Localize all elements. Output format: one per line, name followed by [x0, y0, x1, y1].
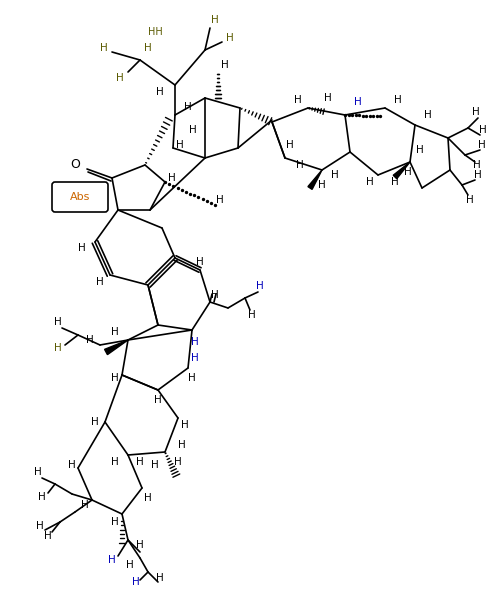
Text: H: H — [296, 160, 303, 170]
Text: H: H — [465, 195, 473, 205]
Text: H: H — [211, 290, 219, 300]
Text: H: H — [111, 457, 119, 467]
Text: O: O — [70, 159, 80, 171]
Text: H: H — [151, 460, 159, 470]
Text: H: H — [111, 327, 119, 337]
Text: HH: HH — [147, 27, 162, 37]
Text: H: H — [111, 373, 119, 383]
Text: H: H — [403, 167, 411, 177]
Text: H: H — [324, 93, 331, 103]
Text: H: H — [54, 317, 62, 327]
Text: H: H — [178, 440, 185, 450]
Text: H: H — [196, 257, 203, 267]
Polygon shape — [392, 162, 409, 178]
Text: H: H — [34, 467, 42, 477]
Text: H: H — [256, 281, 264, 291]
Text: H: H — [91, 417, 99, 427]
Text: H: H — [108, 555, 116, 565]
Text: H: H — [472, 160, 480, 170]
Text: H: H — [181, 420, 188, 430]
Text: H: H — [415, 145, 423, 155]
Text: H: H — [184, 102, 191, 112]
Text: H: H — [318, 180, 325, 190]
Text: H: H — [390, 177, 398, 187]
Text: H: H — [81, 500, 89, 510]
Text: H: H — [156, 87, 163, 97]
Text: H: H — [216, 195, 224, 205]
Text: H: H — [393, 95, 401, 105]
Text: H: H — [176, 140, 183, 150]
Text: H: H — [211, 15, 219, 25]
Text: H: H — [44, 531, 52, 541]
Text: H: H — [330, 170, 338, 180]
Text: H: H — [154, 395, 162, 405]
Text: H: H — [473, 170, 481, 180]
Text: H: H — [221, 60, 228, 70]
Text: H: H — [156, 573, 163, 583]
Text: H: H — [188, 373, 196, 383]
Text: H: H — [144, 493, 152, 503]
Text: H: H — [471, 107, 479, 117]
Text: H: H — [132, 577, 140, 587]
Text: H: H — [191, 337, 199, 347]
Text: H: H — [111, 517, 119, 527]
Text: H: H — [144, 43, 152, 53]
Text: Abs: Abs — [70, 192, 90, 202]
Text: H: H — [353, 97, 361, 107]
Text: H: H — [366, 177, 373, 187]
Text: H: H — [478, 125, 486, 135]
Text: H: H — [191, 353, 199, 363]
Text: H: H — [423, 110, 431, 120]
Text: H: H — [96, 277, 103, 287]
Text: H: H — [168, 173, 176, 183]
Text: H: H — [136, 540, 143, 550]
Text: H: H — [116, 73, 123, 83]
Text: H: H — [174, 457, 182, 467]
Text: H: H — [38, 492, 46, 502]
Polygon shape — [104, 340, 128, 355]
Text: H: H — [477, 140, 485, 150]
Text: H: H — [285, 140, 293, 150]
FancyBboxPatch shape — [52, 182, 108, 212]
Text: H: H — [100, 43, 108, 53]
Text: H: H — [86, 335, 94, 345]
Text: H: H — [136, 457, 143, 467]
Text: H: H — [78, 243, 86, 253]
Text: H: H — [293, 95, 301, 105]
Text: H: H — [68, 460, 76, 470]
Text: H: H — [189, 125, 197, 135]
Text: H: H — [36, 521, 44, 531]
Text: H: H — [126, 560, 134, 570]
Text: H: H — [247, 310, 255, 320]
Polygon shape — [307, 170, 321, 189]
Text: H: H — [225, 33, 233, 43]
Text: H: H — [54, 343, 62, 353]
